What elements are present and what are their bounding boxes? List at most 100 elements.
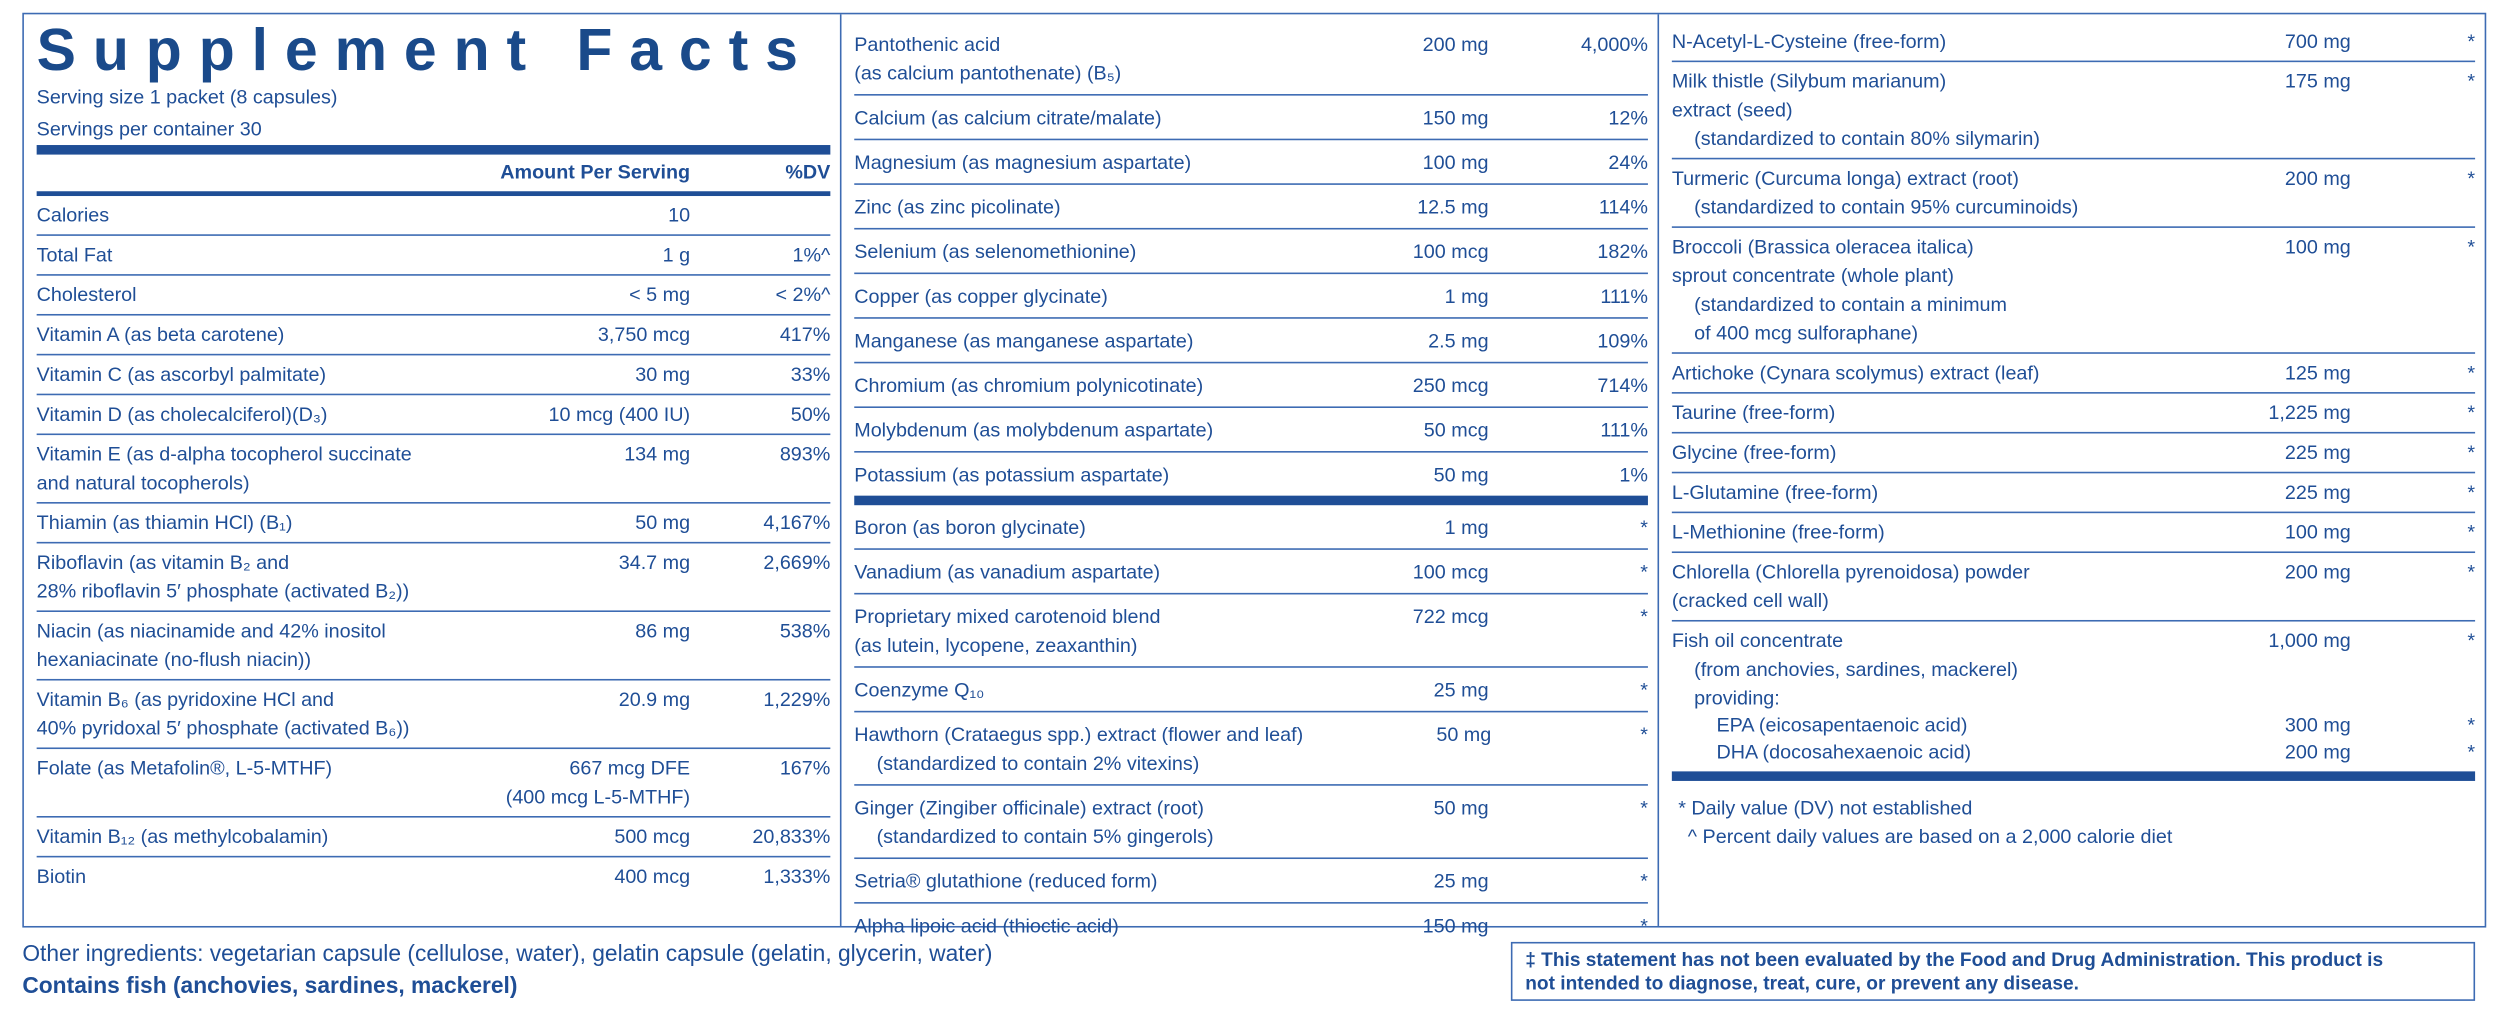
daily-value-line: 538%: [779, 619, 831, 643]
ingredient-name: N-Acetyl-L-Cysteine (free-form): [1672, 27, 2160, 56]
ingredient: Calcium (as calcium citrate/malate) 150 m…: [854, 94, 1648, 139]
ingredient: Zinc (as zinc picolinate) 12.5 mg 114%: [854, 183, 1648, 228]
ingredient: L-Glutamine (free-form) 225 mg *: [1671, 471, 2476, 512]
sub-ingredient-row: DHA (docosahexaenoic acid) 200 mg *: [1672, 740, 2475, 767]
ingredient-name-line: Hawthorn (Crataegus spp.) extract (flowe…: [854, 722, 1304, 746]
ingredient-name-line: 28% riboflavin 5′ phosphate (activated B…: [36, 580, 410, 603]
ingredient-name: Folate (as Metafolin®, L-5-MTHF): [37, 754, 483, 811]
daily-value-line: *: [1640, 914, 1648, 937]
ingredient-name-line: Milk thistle (Silybum marianum): [1671, 70, 1947, 93]
spacer: [37, 155, 420, 192]
ingredient-row: Setria® glutathione (reduced form) 25 mg *: [854, 866, 1648, 895]
daily-value: 1,333%: [690, 862, 830, 891]
dv-header: %DV: [785, 160, 831, 184]
ingredient-name: Thiamin (as thiamin HCl) (B₁): [37, 508, 483, 537]
servings-per-container: Servings per container 30: [36, 117, 262, 141]
ingredient-row: Glycine (free-form) 225 mg *: [1672, 438, 2475, 467]
amount: 100 mg: [1297, 147, 1489, 176]
daily-value: *: [2351, 27, 2475, 56]
amount: 3,750 mcg: [483, 320, 690, 349]
row-group: Boron (as boron glycinate) 1 mg * Vanadium …: [854, 505, 1648, 946]
ingredient-note: providing:: [1694, 686, 1780, 710]
daily-value-line: *: [1640, 796, 1648, 819]
amount: 1 mg: [1297, 281, 1489, 310]
ingredient-name-line: Alpha lipoic acid (thioctic acid): [854, 914, 1119, 937]
ingredient: Copper (as copper glycinate) 1 mg 111%: [854, 272, 1648, 318]
ingredient-row: Copper (as copper glycinate) 1 mg 111%: [854, 281, 1648, 310]
daily-value: *: [2351, 558, 2475, 615]
daily-value: *: [2467, 741, 2476, 764]
amount-header: Amount Per Serving: [500, 160, 691, 184]
amount: 100 mcg: [1297, 237, 1489, 266]
amount-line: 1,000 mg: [2268, 629, 2351, 652]
ingredient-name-line: Vitamin D (as cholecalciferol)(D₃): [36, 403, 328, 426]
ingredient: N-Acetyl-L-Cysteine (free-form) 700 mg *: [1672, 22, 2475, 60]
amount: 100 mg: [2160, 518, 2351, 547]
rule: [36, 191, 831, 197]
ingredient-name: Biotin: [37, 862, 483, 891]
daily-value-line: 1,333%: [763, 865, 831, 888]
amount: 34.7 mg: [483, 548, 690, 605]
amount-line: 100 mcg: [1412, 239, 1489, 263]
ingredient-note: (standardized to contain 95% curcuminoid…: [1694, 196, 2079, 219]
amount-line: 150 mg: [1422, 105, 1489, 129]
ingredient-name: L-Glutamine (free-form): [1672, 478, 2160, 507]
ingredient: Biotin 400 mcg 1,333%: [36, 855, 831, 896]
ingredient-name-line: Molybdenum (as molybdenum aspartate): [854, 418, 1214, 441]
ingredient-name-line: Calcium (as calcium citrate/malate): [854, 105, 1162, 129]
amount-line: 200 mg: [2284, 561, 2351, 584]
daily-value: < 2%^: [690, 281, 831, 310]
daily-value: 4,167%: [690, 508, 830, 537]
ingredient-row: Alpha lipoic acid (thioctic acid) 150 mg *: [854, 911, 1648, 940]
ingredient-name: Vitamin B₁₂ (as methylcobalamin): [37, 822, 483, 851]
ingredient: Taurine (free-form) 1,225 mg *: [1671, 392, 2476, 432]
thick-rule: [854, 495, 1648, 506]
ingredient-name-line: Artichoke (Cynara scolymus) extract (lea…: [1671, 361, 2040, 385]
ingredient-row: Vitamin E (as d-alpha tocopherol succina…: [37, 440, 831, 497]
amount: 1 g: [483, 241, 690, 270]
ingredient-row: Vitamin A (as beta carotene) 3,750 mcg 417…: [37, 320, 831, 349]
footnote: * Daily value (DV) not established: [1678, 796, 1973, 820]
row-group: Pantothenic acid (as calcium pantothenate…: [854, 22, 1648, 495]
table-header: Amount Per Serving %DV: [37, 155, 831, 192]
daily-value: 12%: [1489, 103, 1648, 132]
ingredient-row: Chromium (as chromium polynicotinate) 250…: [854, 371, 1648, 400]
ingredient: Chlorella (Chlorella pyrenoidosa) powder…: [1671, 551, 2476, 620]
amount: 225 mg: [2160, 438, 2351, 467]
ingredient-row: Potassium (as potassium aspartate) 50 mg 1…: [854, 460, 1648, 489]
amount-line: 10: [668, 204, 691, 227]
ingredient-name-line: Calories: [36, 204, 110, 227]
ingredient-name-line: Boron (as boron glycinate): [854, 515, 1086, 538]
daily-value-line: *: [2467, 561, 2476, 584]
amount-line: 225 mg: [2284, 441, 2351, 464]
ingredient-name-line: Folate (as Metafolin®, L-5-MTHF): [36, 757, 333, 780]
ingredient-row: Thiamin (as thiamin HCl) (B₁) 50 mg 4,167%: [37, 508, 831, 537]
ingredient: Glycine (free-form) 225 mg *: [1671, 431, 2476, 472]
daily-value: *: [2351, 478, 2475, 507]
daily-value: 1%^: [690, 241, 831, 270]
ingredient-name: Coenzyme Q₁₀: [854, 675, 1297, 704]
daily-value-line: *: [2467, 521, 2476, 544]
ingredient-name: Niacin (as niacinamide and 42% inositol h…: [37, 617, 483, 674]
daily-value-line: 714%: [1597, 373, 1648, 397]
daily-value-line: 111%: [1600, 418, 1648, 441]
ingredient-row: Chlorella (Chlorella pyrenoidosa) powder…: [1672, 558, 2475, 615]
ingredient-name-line: Chlorella (Chlorella pyrenoidosa) powder: [1671, 561, 2030, 584]
ingredient-row: Vitamin B₆ (as pyridoxine HCl and 40% pyr…: [37, 685, 831, 742]
ingredient-name: Artichoke (Cynara scolymus) extract (lea…: [1672, 359, 2160, 388]
title: Supplement Facts: [36, 17, 815, 83]
daily-value: *: [1491, 720, 1648, 777]
amount-line: 134 mg: [624, 443, 691, 466]
ingredient: Proprietary mixed carotenoid blend (as lu…: [854, 592, 1648, 666]
ingredient: L-Methionine (free-form) 100 mg *: [1671, 511, 2476, 552]
ingredient-row: Cholesterol < 5 mg < 2%^: [37, 281, 831, 310]
amount: 10 mcg (400 IU): [483, 400, 690, 429]
ingredient-name-line: Zinc (as zinc picolinate): [854, 195, 1061, 218]
amount: < 5 mg: [483, 281, 690, 310]
ingredient-row: Pantothenic acid (as calcium pantothenate…: [854, 29, 1648, 86]
ingredient-note: (standardized to contain a minimum: [1694, 293, 2007, 316]
ingredient-row: L-Methionine (free-form) 100 mg *: [1672, 518, 2475, 547]
daily-value: 4,000%: [1489, 29, 1648, 86]
daily-value: *: [2351, 398, 2475, 427]
amount-line: 3,750 mcg: [597, 323, 691, 346]
